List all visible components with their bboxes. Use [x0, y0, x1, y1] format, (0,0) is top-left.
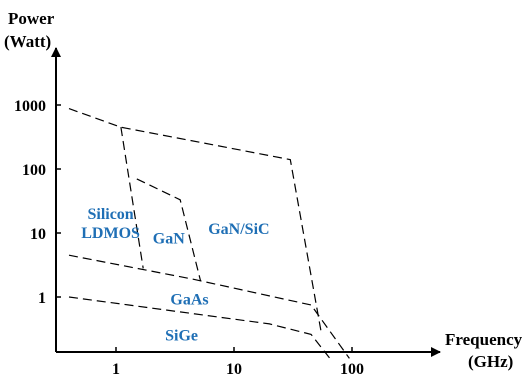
boundary-silicon-gan-divider — [120, 127, 144, 269]
boundary-silicon-upper — [68, 108, 322, 334]
y-axis-title-line-2: (Watt) — [4, 32, 51, 51]
region-labels: Silicon LDMOS GaN GaN/SiC GaAs SiGe — [81, 206, 269, 344]
x-axis-title-line-1: Frequency — [445, 330, 523, 349]
region-label-gan-sic: GaN/SiC — [208, 221, 269, 238]
region-label-gaas: GaAs — [170, 291, 208, 308]
y-tick-label: 100 — [22, 162, 46, 179]
y-tick-label: 10 — [30, 226, 46, 243]
x-tick-label: 100 — [340, 361, 364, 378]
y-tick-label: 1 — [38, 290, 46, 307]
x-axis-title-line-2: (GHz) — [468, 352, 513, 371]
region-boundaries — [68, 108, 350, 359]
region-label-sige: SiGe — [165, 328, 198, 345]
boundary-sige-upper — [68, 296, 331, 359]
boundary-gaas-upper — [68, 254, 350, 359]
x-tick-label: 10 — [226, 361, 242, 378]
boundary-gan-region — [136, 178, 202, 281]
region-label-ldmos: LDMOS — [81, 225, 140, 242]
x-tick-label: 1 — [112, 361, 120, 378]
y-tick-label: 1000 — [14, 98, 46, 115]
y-axis-title-line-1: Power — [8, 9, 55, 28]
region-label-gan: GaN — [153, 231, 185, 248]
region-label-silicon: Silicon — [87, 206, 133, 223]
axis-ticks: 1 10 100 1 10 100 1000 — [14, 98, 364, 378]
